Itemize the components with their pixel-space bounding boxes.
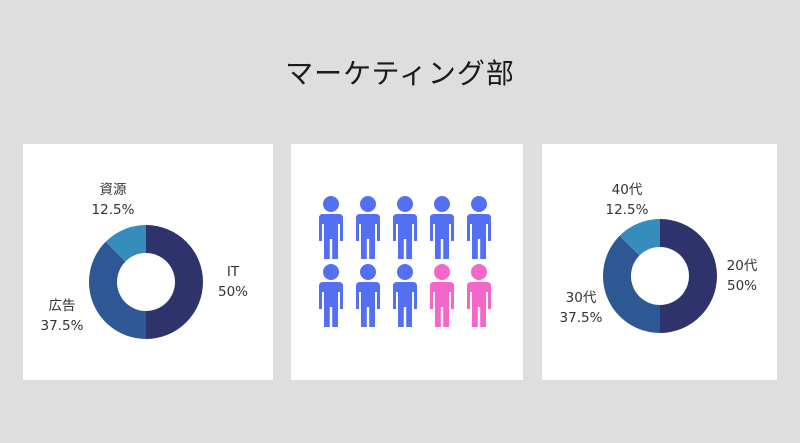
department-slice-1 [146,225,203,339]
person-icon [430,264,454,327]
age-slice-1 [660,219,717,333]
person-icon [356,264,380,327]
label-it-name: IT [226,264,240,280]
department-slice-2 [89,241,146,339]
label-40s: 40代 12.5% [596,180,658,220]
people-pictogram [319,196,491,327]
person-icon [356,196,380,259]
person-icon [467,264,491,327]
label-resources-value: 12.5% [91,202,135,218]
label-it: IT 50% [213,262,253,302]
label-it-value: 50% [217,284,248,300]
label-30s-name: 30代 [565,290,597,306]
label-20s-value: 50% [726,278,757,294]
label-30s: 30代 37.5% [550,288,612,328]
department-slice-3 [105,225,146,262]
department-donut-chart [89,225,203,339]
person-icon [393,196,417,259]
page-title: マーケティング部 [285,57,515,90]
label-resources-name: 資源 [99,182,127,198]
department-chart-panel: 資源 12.5% IT 50% 広告 37.5% [23,144,273,380]
person-icon [319,196,343,259]
label-20s-name: 20代 [726,258,758,274]
age-slice-3 [619,219,660,256]
people-pictogram-panel [291,144,523,380]
label-40s-name: 40代 [611,182,643,198]
label-30s-value: 37.5% [559,310,603,326]
age-chart-panel: 40代 12.5% 20代 50% 30代 37.5% [542,144,777,380]
person-icon [430,196,454,259]
person-icon [467,196,491,259]
label-ads-name: 広告 [48,298,76,314]
person-icon [319,264,343,327]
person-icon [393,264,417,327]
label-ads: 広告 37.5% [31,296,93,336]
label-ads-value: 37.5% [40,318,84,334]
label-resources: 資源 12.5% [83,180,143,220]
age-donut-chart [603,219,717,333]
age-slice-2 [603,235,660,333]
label-40s-value: 12.5% [605,202,649,218]
label-20s: 20代 50% [720,256,764,296]
